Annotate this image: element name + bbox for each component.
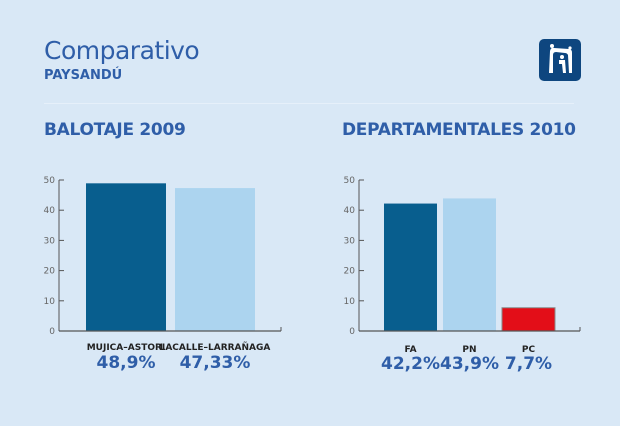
value-label: 7,7% xyxy=(505,354,552,374)
category-label: PC xyxy=(522,345,536,355)
bar-pc xyxy=(501,307,556,332)
value-label: 47,33% xyxy=(180,353,251,373)
category-label: LACALLE–LARRAÑAGA xyxy=(160,342,271,353)
chart-title-balotaje: BALOTAJE 2009 xyxy=(44,120,186,140)
y-tick-label: 10 xyxy=(44,297,56,307)
y-tick-label: 30 xyxy=(344,236,356,246)
y-tick-label: 20 xyxy=(344,267,356,277)
building-arch-logo-icon xyxy=(539,39,581,81)
y-tick-label: 50 xyxy=(44,176,56,186)
category-label: MUJICA–ASTORI xyxy=(87,343,166,353)
bar-mujica-astori xyxy=(86,183,166,331)
category-label: FA xyxy=(404,345,416,355)
y-tick-label: 40 xyxy=(44,206,56,216)
category-label: PN xyxy=(462,345,476,355)
y-tick-label: 10 xyxy=(344,297,356,307)
value-label: 42,2% xyxy=(381,354,440,374)
value-label: 43,9% xyxy=(440,354,499,374)
value-label: 48,9% xyxy=(97,353,156,373)
y-tick-label: 40 xyxy=(344,206,356,216)
y-tick-label: 50 xyxy=(344,176,356,186)
divider xyxy=(44,103,574,104)
y-tick-label: 30 xyxy=(44,236,56,246)
bar-pn xyxy=(443,198,496,331)
y-tick-label: 0 xyxy=(349,327,355,337)
chart-title-departamentales: DEPARTAMENTALES 2010 xyxy=(342,120,576,140)
page-subtitle: PAYSANDÚ xyxy=(44,68,123,83)
page-title: Comparativo xyxy=(44,36,200,65)
y-tick-label: 20 xyxy=(44,267,56,277)
bar-fa xyxy=(384,203,437,331)
bar-lacalle-larra-aga xyxy=(175,188,255,331)
y-tick-label: 0 xyxy=(49,327,55,337)
